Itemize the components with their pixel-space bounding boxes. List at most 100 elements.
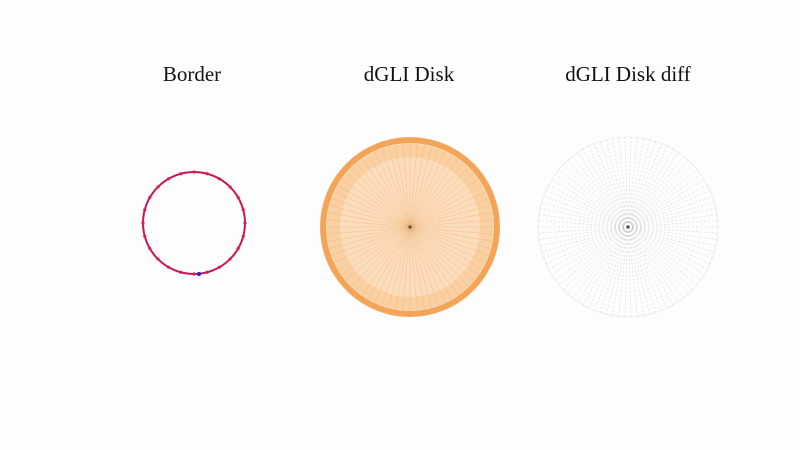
disk-radial-line (326, 226, 411, 250)
disk-radial-line (409, 152, 454, 228)
border-marker (148, 195, 152, 200)
diff-radial-line (627, 226, 701, 281)
diff-radial-line (582, 226, 629, 306)
disk-radial-line (409, 226, 495, 243)
diff-radial-line (572, 155, 629, 228)
diff-radial-line (627, 226, 668, 308)
disk-radial-line (329, 226, 411, 257)
diff-radial-line (627, 164, 693, 228)
disk-radial-line (409, 171, 477, 228)
disk-radial-line (409, 226, 466, 294)
diff-radial-line (627, 190, 711, 228)
disk-radial-line (325, 211, 411, 228)
disk-radial-line (409, 143, 433, 228)
diff-radial-line (543, 196, 629, 228)
diff-radial-line (627, 137, 638, 228)
diff-radial-line (627, 226, 715, 253)
border-marker (148, 246, 152, 251)
diff-radial-line (627, 226, 689, 295)
diff-radial-line (627, 226, 650, 315)
diff-radial-line (612, 138, 629, 228)
diff-radial-line (558, 168, 629, 228)
disk-radial-line (409, 197, 491, 228)
diff-radial-line (618, 226, 629, 317)
diff-radial-line (627, 155, 684, 228)
diff-radial-line (627, 214, 718, 228)
diff-radial-line (627, 184, 708, 228)
border-circle-diagram (141, 170, 247, 276)
border-marker (241, 234, 245, 238)
diff-radial-line (551, 226, 629, 275)
diff-radial-line (627, 226, 693, 290)
diff-radial-line (538, 220, 629, 228)
disk-radial-line (409, 146, 440, 228)
diff-radial-line (612, 226, 629, 316)
border-marker (217, 265, 222, 269)
disk-radial-line (335, 183, 411, 228)
diff-center-dot (626, 225, 630, 229)
disk-radial-line (409, 226, 477, 283)
disk-radial-line (409, 211, 495, 228)
diff-radial-line (627, 226, 713, 258)
diff-radial-line (572, 226, 629, 299)
disk-radial-line (343, 226, 411, 283)
diff-radial-line (627, 226, 718, 234)
diff-radial-line (548, 184, 629, 228)
diff-radial-line (627, 226, 679, 302)
diff-radial-line (627, 226, 698, 286)
disk-radial-line (409, 148, 447, 228)
diff-radial-line (539, 208, 629, 228)
border-panel-title: Border (162, 62, 222, 86)
disk-radial-line (380, 226, 411, 308)
disk-radial-line (409, 141, 418, 228)
disk-radial-line (373, 148, 411, 228)
disk-radial-line (331, 226, 411, 264)
disk-radial-line (380, 146, 411, 228)
disk-radial-line (387, 226, 411, 311)
diff-radial-line (627, 226, 662, 311)
disk-radial-line (409, 226, 433, 311)
disk-panel-title: dGLI Disk (363, 62, 455, 86)
disk-radial-line (409, 226, 454, 302)
diff-radial-line (627, 173, 701, 228)
diff-radial-line (627, 208, 717, 228)
border-marker (192, 272, 196, 276)
disk-radial-line (325, 226, 411, 243)
diff-radial-line (627, 226, 705, 275)
border-marker (243, 221, 247, 225)
diff-radial-line (548, 226, 629, 270)
disk-radial-line (409, 226, 440, 308)
diff-radial-line (627, 137, 632, 228)
border-marker (228, 185, 232, 189)
border-marker (192, 170, 196, 174)
disk-radial-line (387, 143, 411, 228)
disk-radial-line (360, 156, 411, 228)
diff-radial-line (538, 226, 629, 234)
diff-radial-line (627, 226, 632, 317)
disk-radial-line (409, 177, 481, 228)
disk-diagram (320, 137, 500, 317)
disk-radial-line (331, 190, 411, 228)
diff-radial-line (627, 220, 718, 228)
diff-radial-line (582, 148, 629, 228)
diff-radial-line (627, 138, 644, 228)
disk-radial-line (324, 219, 411, 228)
diff-radial-line (545, 190, 629, 228)
diff-panel-title: dGLI Disk diff (565, 62, 691, 86)
diff-radial-line (627, 226, 674, 306)
diff-radial-line (539, 226, 629, 246)
border-marker (143, 208, 147, 212)
diff-radial-line (627, 226, 684, 299)
disk-radial-line (402, 226, 411, 313)
diff-radial-line (563, 226, 629, 290)
diff-radial-line (627, 159, 689, 228)
diff-radial-line (627, 143, 662, 228)
disk-radial-line (354, 160, 411, 228)
border-marker (166, 265, 171, 269)
disk-radial-line (402, 141, 411, 228)
border-marker (166, 177, 171, 181)
border-marker (141, 221, 145, 225)
diff-radial-line (555, 226, 629, 281)
diff-radial-line (599, 141, 629, 228)
